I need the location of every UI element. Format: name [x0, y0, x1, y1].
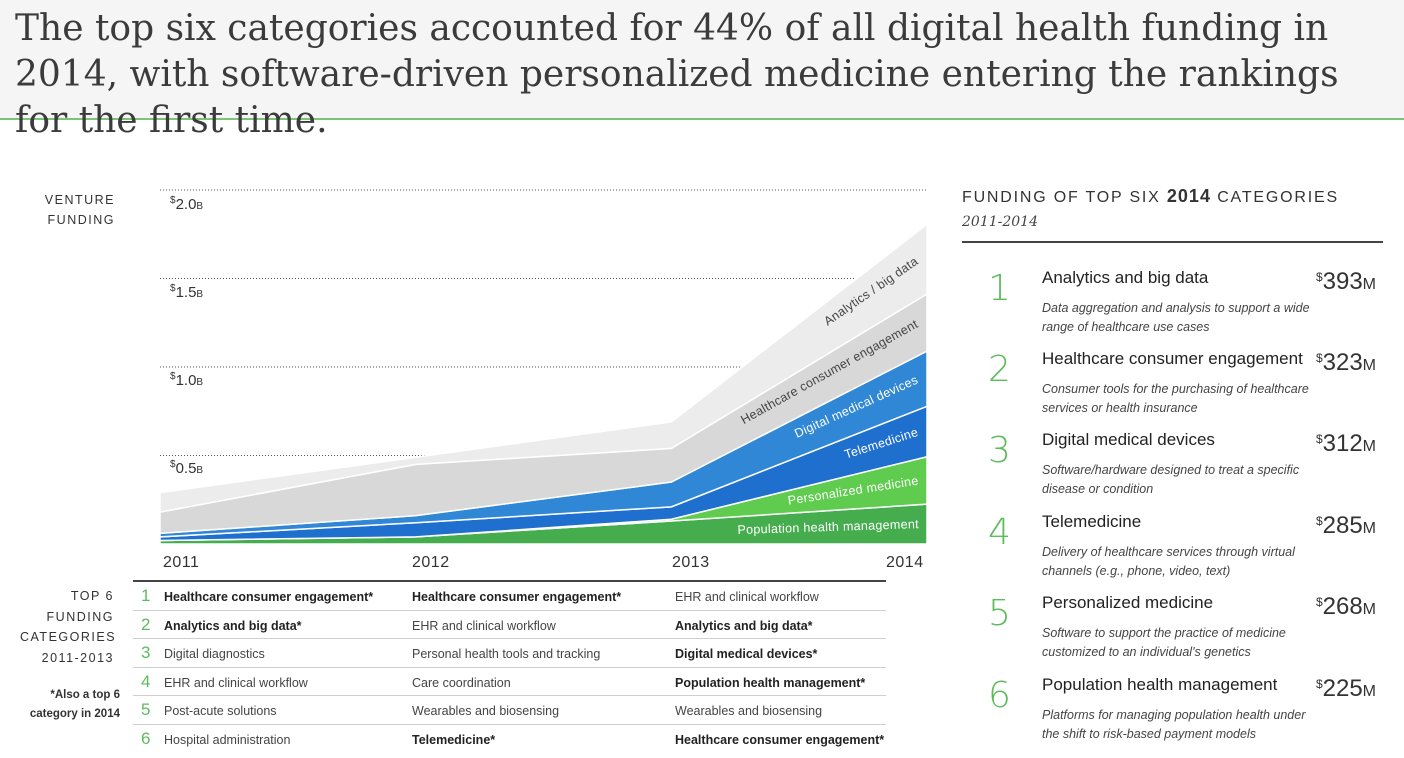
table-row: 3 Digital diagnostics Personal health tool…: [133, 639, 886, 668]
rank-number: 4: [141, 671, 151, 691]
table-cell-2011: EHR and clinical workflow: [164, 675, 308, 690]
category-amount: $312M: [1315, 430, 1376, 457]
top6-label: TOP 6 FUNDING CATEGORIES 2011-2013: [20, 586, 117, 668]
category-amount: $285M: [1315, 512, 1376, 539]
category-rank: 1: [988, 268, 1011, 309]
table-row: 5 Post-acute solutions Wearables and biose…: [133, 696, 886, 725]
table-row: 4 EHR and clinical workflow Care coordinat…: [133, 668, 886, 696]
y-tick-label: $1.5B: [170, 283, 204, 301]
category-description: Data aggregation and analysis to support…: [1042, 301, 1310, 334]
category-amount: $393M: [1315, 268, 1376, 295]
category-rank: 2: [988, 349, 1011, 390]
table-cell-2012: Healthcare consumer engagement*: [412, 590, 622, 604]
top6-table: 1 Healthcare consumer engagement* Healthca…: [133, 580, 886, 752]
category-name: Healthcare consumer engagement: [1042, 349, 1303, 368]
category-name: Analytics and big data: [1042, 268, 1209, 287]
series-area-5: [159, 222, 928, 514]
table-row: 1 Healthcare consumer engagement* Healthca…: [133, 582, 886, 611]
top6-footnote-line: category in 2014: [29, 708, 120, 720]
table-cell-2011: Post-acute solutions: [164, 704, 277, 718]
category-amount: $323M: [1315, 349, 1376, 376]
table-cell-2013: Digital medical devices*: [675, 647, 818, 661]
table-cell-2013: EHR and clinical workflow: [675, 590, 819, 604]
category-name: Digital medical devices: [1042, 430, 1215, 449]
rank-number: 5: [141, 700, 151, 719]
y-tick-label: $1.0B: [170, 371, 204, 389]
table-cell-2013: Analytics and big data*: [675, 618, 813, 633]
category-name: Personalized medicine: [1042, 593, 1214, 612]
table-cell-2011: Digital diagnostics: [164, 647, 265, 661]
table-cell-2012: Personal health tools and tracking: [412, 647, 601, 661]
table-row: 2 Analytics and big data* EHR and clinical…: [133, 611, 886, 639]
y-axis-label-line: FUNDING: [47, 213, 115, 227]
top6-label-line: 2011-2013: [41, 650, 114, 665]
x-tick-label: 2011: [163, 554, 200, 571]
top6-label-line: CATEGORIES: [20, 630, 117, 644]
x-tick-label: 2014: [886, 554, 924, 571]
panel-title: FUNDING OF TOP SIX 2014 CATEGORIES: [962, 186, 1339, 206]
y-axis-label-line: VENTURE: [44, 193, 115, 207]
category-item: 1 Analytics and big data $393M Data aggrega…: [962, 268, 1382, 350]
x-tick-label: 2013: [672, 554, 710, 571]
table-cell-2012: Care coordination: [412, 675, 511, 690]
table-cell-2012: Wearables and biosensing: [412, 704, 560, 718]
category-name: Population health management: [1042, 675, 1278, 694]
top6-footnote: *Also a top 6 category in 2014: [10, 686, 120, 724]
rank-number: 1: [141, 586, 151, 605]
series-label: Population health management: [737, 517, 919, 537]
category-amount: $268M: [1315, 593, 1376, 620]
category-item: 2 Healthcare consumer engagement $323M Cons…: [962, 349, 1382, 431]
stacked-area-chart: Population health managementPersonalized…: [159, 189, 928, 545]
table-cell-2011: Analytics and big data*: [164, 618, 302, 633]
category-description: Software/hardware designed to treat a sp…: [1042, 463, 1300, 496]
header-banner: The top six categories accounted for 44%…: [0, 0, 1404, 141]
category-item: 4 Telemedicine $285M Delivery of healthcare…: [962, 512, 1382, 594]
category-amount: $225M: [1315, 675, 1376, 702]
top6-label-line: FUNDING: [46, 609, 114, 624]
category-description: Platforms for managing population health…: [1042, 708, 1306, 741]
y-axis-label: VENTURE FUNDING: [30, 190, 115, 230]
category-name: Telemedicine: [1042, 512, 1142, 531]
rank-number: 6: [141, 728, 151, 748]
table-cell-2013: Healthcare consumer engagement*: [675, 732, 885, 747]
panel-subtitle: 2011-2014: [962, 214, 1038, 230]
category-description: Delivery of healthcare services through …: [1042, 545, 1295, 578]
panel-divider: [962, 241, 1383, 243]
top6-label-line: TOP 6: [70, 589, 114, 603]
category-item: 5 Personalized medicine $268M Software to s…: [962, 593, 1382, 675]
table-cell-2011: Hospital administration: [164, 732, 291, 747]
y-tick-label: $2.0B: [170, 195, 204, 213]
category-item: 3 Digital medical devices $312M Software/ha…: [962, 430, 1382, 512]
category-rank: 3: [988, 430, 1011, 471]
category-rank: 5: [988, 593, 1011, 634]
rank-number: 3: [141, 643, 151, 662]
category-rank: 4: [988, 512, 1011, 553]
table-cell-2013: Wearables and biosensing: [675, 704, 823, 718]
table-row: 6 Hospital administration Telemedicine* Hea…: [133, 725, 886, 753]
category-item: 6 Population health management $225M Platfo…: [962, 675, 1382, 757]
table-cell-2012: EHR and clinical workflow: [412, 618, 556, 633]
category-description: Consumer tools for the purchasing of hea…: [1042, 382, 1309, 415]
rank-number: 2: [141, 614, 151, 634]
x-tick-label: 2012: [412, 554, 450, 571]
top6-footnote-line: *Also a top 6: [50, 689, 120, 701]
page-title: The top six categories accounted for 44%…: [15, 8, 1339, 141]
category-rank: 6: [988, 675, 1011, 716]
table-cell-2011: Healthcare consumer engagement*: [164, 590, 374, 604]
y-tick-label: $0.5B: [170, 459, 204, 477]
table-cell-2013: Population health management*: [675, 675, 866, 690]
table-cell-2012: Telemedicine*: [412, 732, 496, 747]
category-description: Software to support the practice of medi…: [1042, 626, 1286, 659]
